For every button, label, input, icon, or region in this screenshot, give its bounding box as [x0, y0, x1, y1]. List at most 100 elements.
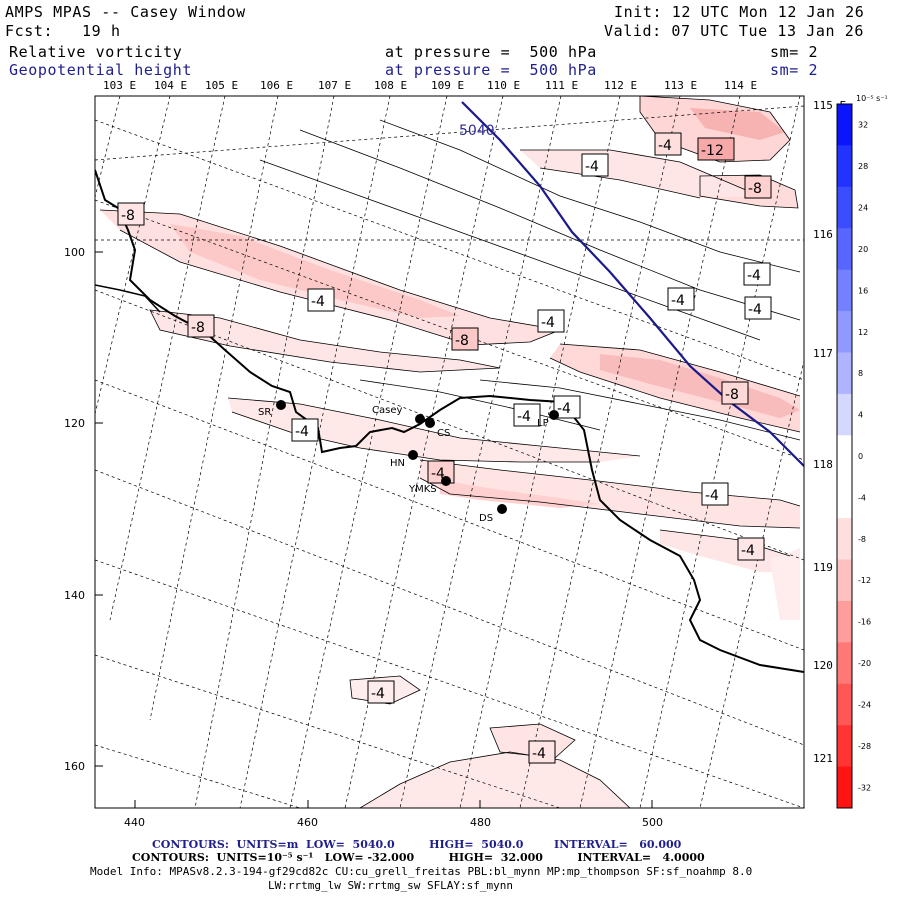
plot-area: 5040 -4 -12 -8 -8 -4 -4 -4 -4 -8 -8 -4 -… — [95, 96, 804, 808]
valid-time: Valid: 07 UTC Tue 13 Jan 26 — [604, 22, 865, 40]
vorticity-label: -8 — [725, 387, 739, 403]
lon-label: 110 E — [487, 79, 520, 92]
colorbar-segment — [837, 311, 852, 353]
x-tick-label: 460 — [297, 816, 318, 829]
y-tick-label: 100 — [64, 246, 85, 259]
colorbar-segment — [837, 393, 852, 436]
colorbar-tick-label: 0 — [858, 452, 863, 461]
colorbar-segment — [837, 476, 852, 519]
vorticity-label: -8 — [455, 333, 469, 349]
colorbar-tick-label: -28 — [858, 742, 871, 751]
vorticity-label: -4 — [705, 488, 719, 504]
height-contour-label: 5040 — [459, 123, 495, 139]
colorbar-segment — [837, 725, 852, 768]
colorbar-tick-label: 20 — [858, 245, 868, 254]
colorbar-tick-label: -24 — [858, 700, 871, 709]
height-contour-5040 — [461, 101, 804, 467]
colorbar-segment — [837, 145, 852, 188]
y-axis — [95, 251, 103, 767]
colorbar-tick-label: 32 — [858, 121, 868, 130]
vorticity-label: -12 — [701, 143, 724, 159]
colorbar-tick-label: 8 — [858, 369, 863, 378]
colorbar-tick-label: 28 — [858, 162, 868, 171]
lon-label: 109 E — [431, 79, 464, 92]
station-label: LP — [537, 418, 549, 429]
station-marker[interactable] — [425, 418, 435, 428]
station-label: DS — [479, 513, 493, 524]
vorticity-label: -4 — [532, 746, 546, 762]
y-tick-label: 140 — [64, 589, 85, 602]
colorbar-tick-label: -16 — [858, 618, 871, 627]
vorticity-label: -4 — [748, 302, 762, 318]
field2-name: Geopotential height — [9, 61, 192, 79]
colorbar-segment — [837, 186, 852, 229]
lon-label: 114 E — [724, 79, 757, 92]
station-label: HN — [390, 458, 405, 469]
vorticity-label: -4 — [658, 138, 672, 154]
lon-label: 106 E — [260, 79, 293, 92]
init-time: Init: 12 UTC Mon 12 Jan 26 — [614, 3, 865, 21]
vorticity-label: -4 — [431, 466, 445, 482]
vorticity-label: -4 — [557, 401, 571, 417]
colorbar-tick-label: -12 — [858, 576, 871, 585]
coastline — [95, 169, 804, 673]
colorbar-tick-label: -32 — [858, 783, 871, 792]
colorbar-tick-label: 12 — [858, 328, 868, 337]
colorbar-tick-label: -8 — [858, 535, 866, 544]
height-contour-info: CONTOURS: UNITS=m LOW= 5040.0 HIGH= 5040… — [152, 838, 682, 851]
vorticity-label: -4 — [311, 294, 325, 310]
lon-label: 107 E — [318, 79, 351, 92]
colorbar-segment — [837, 518, 852, 561]
colorbar-unit: 10⁻⁵ s⁻¹ — [856, 94, 888, 103]
y-tick-label: 120 — [64, 417, 85, 430]
vorticity-label: -8 — [121, 208, 135, 224]
station-label: SR — [258, 407, 271, 418]
coastline — [95, 284, 161, 313]
colorbar-tick-label: -20 — [858, 659, 871, 668]
station-marker[interactable] — [415, 414, 425, 424]
station-marker[interactable] — [441, 476, 451, 486]
colorbar-segment — [837, 559, 852, 602]
x-tick-label: 480 — [470, 816, 491, 829]
vorticity-label: -4 — [585, 159, 599, 175]
field1-name: Relative vorticity — [9, 43, 183, 61]
colorbar-tick-label: 24 — [858, 204, 868, 213]
x-tick-label: 500 — [642, 816, 663, 829]
lon-label: 105 E — [205, 79, 238, 92]
lon-label: 112 E — [604, 79, 637, 92]
field1-level: at pressure = 500 hPa — [385, 43, 597, 61]
colorbar-tick-label: 4 — [858, 411, 863, 420]
station-marker[interactable] — [276, 400, 286, 410]
longitude-labels-top: 103 E 104 E 105 E 106 E 107 E 108 E 109 … — [103, 79, 757, 92]
colorbar-segment — [837, 104, 852, 146]
lon-label: 111 E — [545, 79, 578, 92]
station-label: YMKS — [408, 484, 437, 495]
colorbar-tick-label: -4 — [858, 493, 866, 502]
station-marker[interactable] — [408, 450, 418, 460]
colorbar-segment — [837, 269, 852, 312]
lon-label: 104 E — [154, 79, 187, 92]
station-marker[interactable] — [549, 410, 559, 420]
colorbar-segment — [837, 435, 852, 478]
stations: SR Casey CS LP HN YMKS DS — [258, 400, 559, 524]
vorticity-label: -4 — [371, 686, 385, 702]
colorbar: 32 28 24 20 16 12 8 4 0 -4 -8 -12 -16 -20 -24 -28 -32 — [836, 103, 871, 809]
colorbar-tick-label: 16 — [858, 286, 868, 295]
station-marker[interactable] — [497, 504, 507, 514]
colorbar-segment — [837, 600, 852, 643]
colorbar-segment — [837, 642, 852, 685]
vorticity-label: -8 — [748, 181, 762, 197]
forecast-hour: Fcst: 19 h — [5, 22, 121, 40]
plot-frame — [94, 95, 805, 809]
vorticity-label: -4 — [671, 293, 685, 309]
y-tick-label: 160 — [64, 760, 85, 773]
field1-smoothing: sm= 2 — [770, 43, 819, 61]
vorticity-label: -4 — [295, 424, 309, 440]
field2-level: at pressure = 500 hPa — [385, 61, 597, 79]
colorbar-segment — [837, 228, 852, 271]
model-info: Model Info: MPASv8.2.3-194-gf29cd82c CU:… — [90, 865, 753, 878]
vorticity-label: -4 — [517, 409, 531, 425]
lon-label: 108 E — [374, 79, 407, 92]
vorticity-label: -4 — [541, 315, 555, 331]
